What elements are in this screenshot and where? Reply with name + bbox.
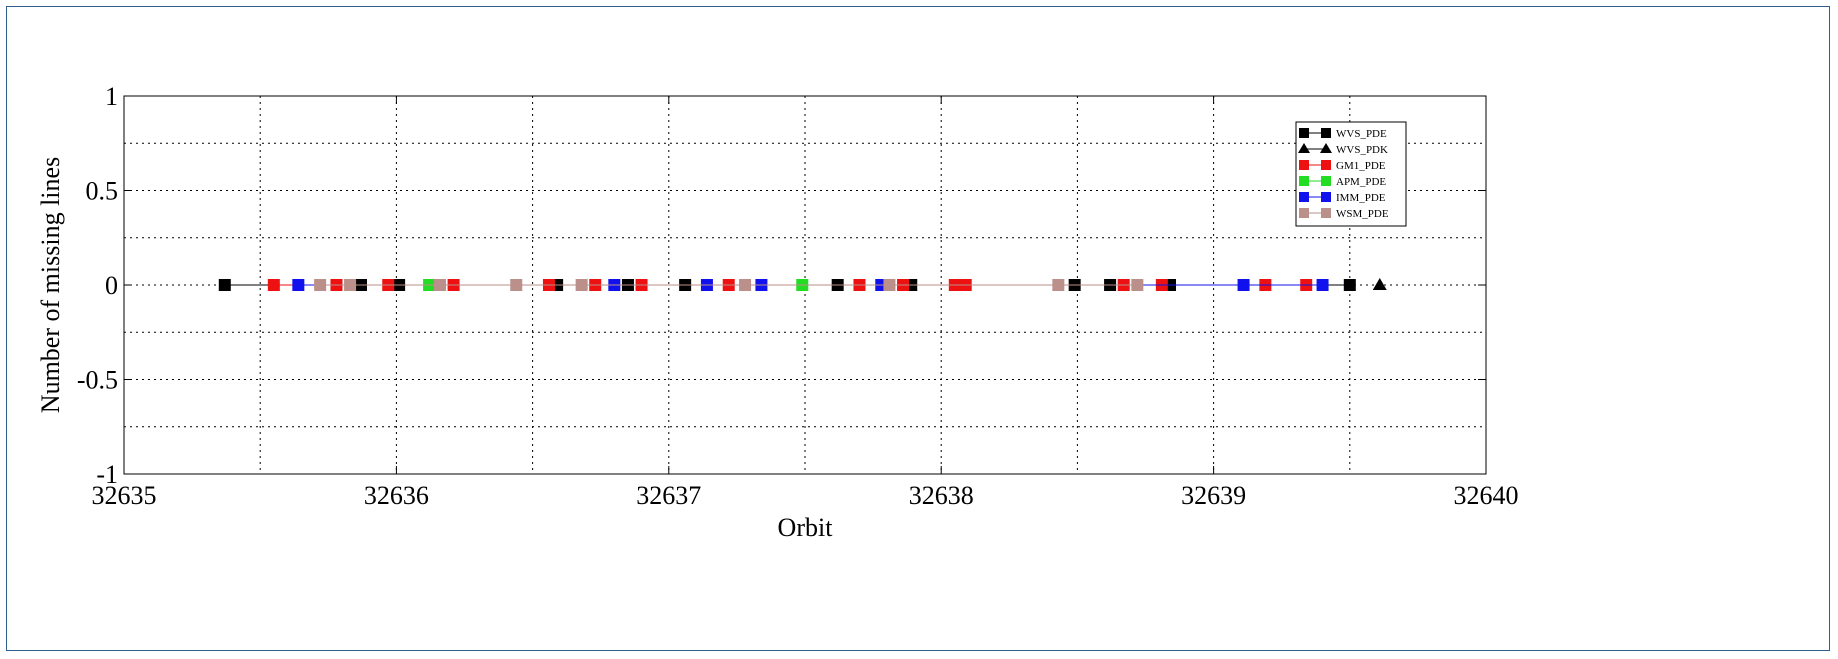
legend-box: [1295, 121, 1407, 227]
data-point-WVS_PDE: [1343, 279, 1356, 291]
legend-marker: [1321, 160, 1331, 170]
x-tick-label: 32640: [1454, 481, 1519, 510]
data-point-GM1_PDE: [267, 279, 280, 291]
legend-marker: [1299, 208, 1309, 218]
x-tick-label: 32639: [1181, 481, 1246, 510]
data-point-WSM_PDE: [314, 279, 327, 291]
x-tick-label: 32637: [636, 481, 701, 510]
legend-label: IMM_PDE: [1336, 192, 1386, 204]
data-point-IMM_PDE: [292, 279, 305, 291]
data-point-WSM_PDE: [1131, 279, 1144, 291]
data-point-WVS_PDK: [1372, 278, 1387, 290]
legend-marker: [1298, 143, 1310, 153]
series-layer: [218, 278, 1387, 291]
legend-label: APM_PDE: [1336, 176, 1386, 188]
y-tick-label: 1: [105, 82, 118, 111]
data-point-WSM_PDE: [883, 279, 896, 291]
y-tick-label: 0: [105, 271, 118, 300]
legend-label: WSM_PDE: [1336, 208, 1389, 220]
series-WSM_PDE: [314, 279, 1144, 291]
data-point-WVS_PDE: [218, 279, 231, 291]
legend-label: WVS_PDE: [1336, 128, 1387, 140]
data-point-WSM_PDE: [433, 279, 446, 291]
legend-item-GM1_PDE: GM1_PDE: [1299, 160, 1386, 172]
legend-marker: [1320, 143, 1332, 153]
data-point-WSM_PDE: [575, 279, 588, 291]
y-tick-label: -0.5: [77, 366, 118, 395]
legend-marker: [1299, 176, 1309, 186]
axes-layer: 32635 32636 32637 32638 32639 32640 -1 -0.5 0 0.5…: [77, 82, 1519, 510]
data-point-IMM_PDE: [1237, 279, 1250, 291]
legend: WVS_PDE WVS_PDK GM1_PDE APM_PDE IMM_PDE WSM_P…: [1295, 121, 1407, 227]
x-tick-label: 32635: [92, 481, 157, 510]
data-point-WSM_PDE: [1052, 279, 1065, 291]
legend-marker: [1299, 192, 1309, 202]
x-tick-label: 32638: [909, 481, 974, 510]
data-point-WSM_PDE: [344, 279, 357, 291]
legend-marker: [1321, 176, 1331, 186]
x-tick-label: 32636: [364, 481, 429, 510]
legend-label: GM1_PDE: [1336, 160, 1386, 172]
legend-item-IMM_PDE: IMM_PDE: [1299, 192, 1386, 204]
legend-item-WVS_PDK: WVS_PDK: [1298, 143, 1388, 156]
data-point-WSM_PDE: [510, 279, 523, 291]
legend-item-APM_PDE: APM_PDE: [1299, 176, 1386, 188]
legend-marker: [1321, 128, 1331, 138]
legend-marker: [1299, 128, 1309, 138]
missing-lines-chart: 32635 32636 32637 32638 32639 32640 -1 -0.5 0 0.5…: [36, 82, 1519, 542]
legend-marker: [1321, 192, 1331, 202]
chart-frame: 32635 32636 32637 32638 32639 32640 -1 -0.5 0 0.5…: [6, 6, 1830, 651]
legend-label: WVS_PDK: [1336, 144, 1388, 156]
legend-item-WSM_PDE: WSM_PDE: [1299, 208, 1389, 220]
data-point-IMM_PDE: [1316, 279, 1329, 291]
data-point-WSM_PDE: [739, 279, 752, 291]
legend-marker: [1321, 208, 1331, 218]
series-WVS_PDK: [1372, 278, 1387, 290]
x-axis-label: Orbit: [778, 513, 834, 542]
legend-marker: [1299, 160, 1309, 170]
y-axis-label: Number of missing lines: [36, 157, 65, 413]
y-tick-label: 0.5: [86, 177, 119, 206]
legend-item-WVS_PDE: WVS_PDE: [1299, 128, 1387, 140]
y-tick-label: -1: [96, 460, 118, 489]
